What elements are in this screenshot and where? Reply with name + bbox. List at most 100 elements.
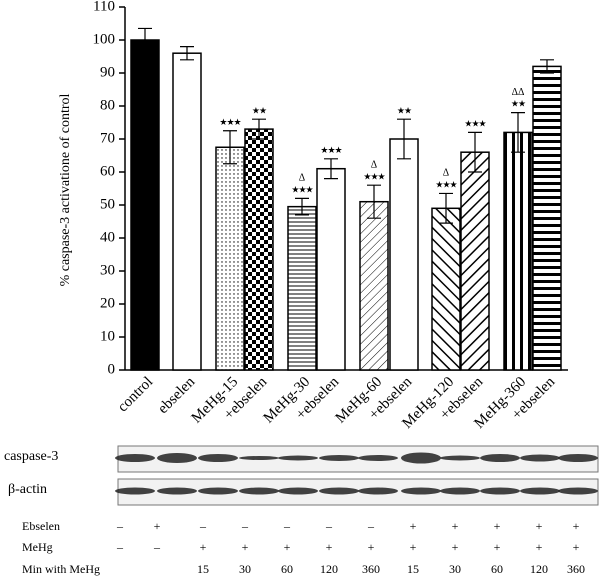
blot-band: [278, 455, 318, 461]
blot-band: [278, 487, 318, 495]
table-cell: 15: [407, 562, 419, 576]
blot-band: [319, 487, 359, 495]
significance: ★★: [397, 105, 412, 115]
table-cell: 15: [197, 562, 209, 576]
blot-band: [480, 454, 520, 462]
table-cell: +: [154, 519, 161, 533]
y-tick-label: 40: [100, 229, 115, 245]
error-bar: [324, 158, 338, 180]
blot-band: [558, 454, 598, 462]
blot-band: [440, 487, 480, 495]
blot-band: [558, 487, 598, 495]
delta-marker: Δ: [299, 173, 306, 184]
table-cell: 120: [320, 562, 338, 576]
table-cell: +: [536, 519, 543, 533]
table-cell: +: [242, 540, 249, 554]
blot-label: β-actin: [8, 482, 47, 497]
error-bar: [397, 118, 411, 160]
blot-band: [239, 487, 279, 495]
blot-band: [198, 454, 238, 462]
bar: [244, 128, 274, 371]
error-bar: [367, 184, 381, 219]
blot-band: [520, 487, 560, 495]
table-cell: 120: [530, 562, 548, 576]
table-cell: +: [494, 540, 501, 554]
y-tick-label: 80: [100, 97, 115, 113]
blot-band: [401, 487, 441, 495]
table-cell: +: [573, 519, 580, 533]
blot-band: [358, 487, 398, 495]
error-bar: [511, 112, 525, 153]
delta-marker: Δ: [443, 168, 450, 179]
error-bar: [439, 192, 453, 224]
y-tick-label: 110: [93, 0, 115, 14]
table-cell: 360: [362, 562, 380, 576]
bar: [431, 207, 461, 371]
blot-band: [440, 455, 480, 461]
blot-band: [319, 455, 359, 461]
table-cell: –: [241, 519, 249, 533]
table-cell: 30: [449, 562, 461, 576]
significance: ★★: [511, 99, 526, 109]
error-bar: [180, 46, 194, 61]
table-cell: 60: [491, 562, 503, 576]
table-cell: +: [284, 540, 291, 554]
y-tick-label: 90: [100, 64, 115, 80]
table-cell: +: [452, 540, 459, 554]
significance: ★★★: [363, 171, 385, 181]
bar: [287, 205, 317, 371]
blot-band: [157, 487, 197, 495]
table-cell: +: [326, 540, 333, 554]
blot-band: [401, 452, 441, 464]
table-cell: –: [116, 519, 124, 533]
blot-label: caspase-3: [4, 449, 58, 464]
row-label: Ebselen: [22, 519, 60, 533]
significance: ★★★: [320, 145, 342, 155]
y-tick-label: 70: [100, 130, 115, 146]
table-cell: +: [410, 519, 417, 533]
bar: [503, 131, 533, 371]
significance: ★★: [252, 105, 267, 115]
significance: ★★★: [464, 118, 486, 128]
table-cell: –: [153, 540, 161, 554]
table-cell: –: [367, 519, 375, 533]
table-cell: –: [116, 540, 124, 554]
table-cell: –: [199, 519, 207, 533]
x-tick-label: control: [115, 374, 156, 415]
blot-band: [115, 454, 155, 462]
table-cell: +: [410, 540, 417, 554]
table-cell: +: [494, 519, 501, 533]
y-tick-label: 100: [93, 31, 116, 47]
bar: [172, 52, 202, 371]
table-cell: +: [452, 519, 459, 533]
blot-band: [239, 456, 279, 460]
y-tick-label: 20: [100, 295, 115, 311]
y-tick-label: 0: [108, 361, 116, 377]
row-label: Min with MeHg: [22, 562, 100, 576]
delta-marker: ΔΔ: [512, 87, 525, 98]
table-cell: 360: [567, 562, 585, 576]
blot-band: [480, 487, 520, 495]
table-cell: +: [573, 540, 580, 554]
table-cell: –: [325, 519, 333, 533]
bar: [215, 146, 245, 371]
bar: [359, 200, 389, 371]
y-tick-label: 30: [100, 262, 115, 278]
y-axis-label: % caspase-3 activatione of control: [58, 93, 73, 286]
y-tick-label: 10: [100, 328, 115, 344]
y-tick-label: 50: [100, 196, 115, 212]
table-cell: +: [200, 540, 207, 554]
row-label: MeHg: [22, 540, 53, 554]
bar: [389, 138, 419, 371]
bar: [460, 151, 490, 371]
error-bar: [295, 197, 309, 216]
y-tick-label: 60: [100, 163, 115, 179]
error-bar: [223, 130, 237, 165]
bar: [316, 167, 346, 371]
error-bar: [540, 59, 554, 74]
blot-band: [157, 453, 197, 463]
error-bar: [252, 118, 266, 140]
table-cell: +: [536, 540, 543, 554]
blot-band: [520, 454, 560, 462]
